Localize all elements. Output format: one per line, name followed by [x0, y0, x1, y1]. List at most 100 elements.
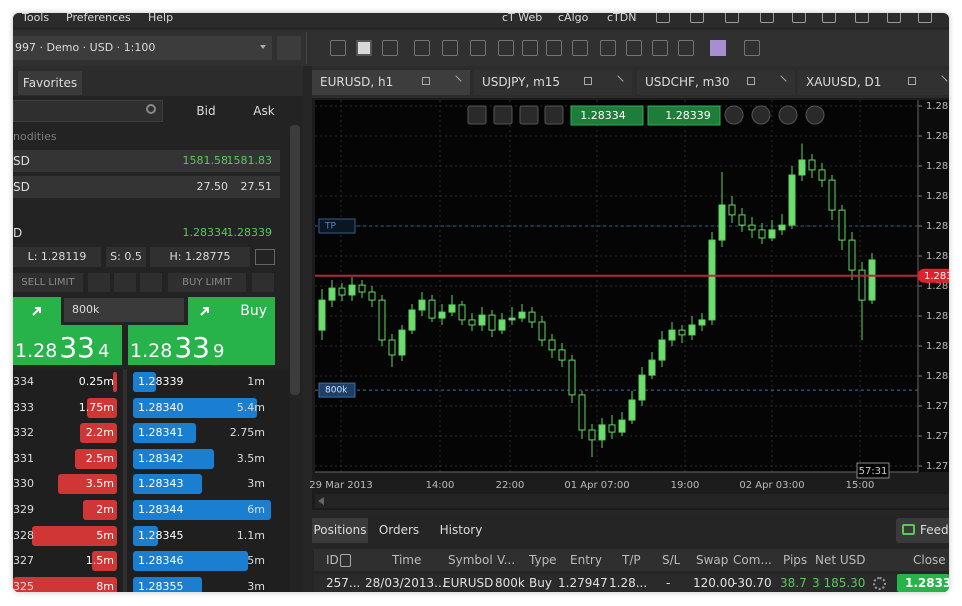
menu-icon[interactable]	[690, 13, 704, 23]
chart-tab[interactable]: USDJPY, m15	[474, 70, 632, 95]
id-sort-icon	[340, 554, 351, 567]
close-position-button[interactable]	[897, 574, 949, 592]
tool-button[interactable]	[678, 40, 694, 56]
tool-button[interactable]	[600, 40, 616, 56]
candle-body	[828, 179, 836, 211]
candle-body	[338, 287, 346, 296]
tool-button[interactable]	[652, 40, 668, 56]
chart-tab[interactable]: USDCHF, m30	[637, 70, 795, 95]
menu-link[interactable]: cAlgo	[558, 13, 589, 24]
y-tick-label: 1.28	[926, 371, 948, 382]
icon	[200, 307, 209, 316]
tool-button[interactable]	[744, 40, 760, 56]
candle-body	[718, 204, 726, 241]
candle-body	[408, 309, 416, 331]
chart-tool[interactable]	[751, 105, 771, 125]
ask-bar	[133, 474, 202, 495]
tool-button[interactable]	[356, 40, 372, 56]
quick-trade-button[interactable]	[647, 105, 721, 126]
quick-trade-button[interactable]	[570, 105, 644, 126]
chart-tool[interactable]	[544, 105, 564, 125]
menu-icon[interactable]	[760, 13, 774, 23]
candle-body	[388, 339, 396, 356]
watchlist-tab[interactable]: Favorites	[18, 71, 82, 95]
buy-arrow	[188, 297, 222, 325]
column-header: Swap	[696, 553, 729, 567]
menu-icon[interactable]	[792, 13, 806, 23]
candle-body	[478, 314, 486, 326]
tool-button[interactable]	[710, 40, 726, 56]
symbol-row[interactable]	[13, 150, 280, 172]
menu-link[interactable]: cTDN	[607, 13, 637, 24]
tool-button[interactable]	[414, 40, 430, 56]
chart-tool[interactable]	[724, 105, 744, 125]
tool-button[interactable]	[330, 40, 346, 56]
price-part: 9	[212, 341, 225, 362]
price-button[interactable]: 1.28 33 4	[13, 325, 122, 365]
price-part: 1.28	[15, 340, 58, 362]
table-cell: Buy	[529, 576, 552, 590]
menu-icon[interactable]	[822, 13, 836, 23]
menu-icon[interactable]	[725, 13, 739, 23]
tool-button[interactable]	[442, 40, 458, 56]
menu-icon[interactable]	[918, 13, 932, 23]
candle-body	[358, 284, 366, 293]
column-header: Net USD	[815, 553, 866, 567]
chart-tool[interactable]	[778, 105, 798, 125]
menu-item[interactable]: Help	[148, 13, 174, 24]
tab-icon	[422, 77, 430, 85]
table-cell: 1.27947	[558, 576, 608, 590]
tool-button[interactable]	[546, 40, 562, 56]
chart-tool[interactable]	[519, 105, 539, 125]
order-icon[interactable]	[114, 273, 136, 292]
sell-button[interactable]	[13, 297, 61, 325]
chart-tool[interactable]	[805, 105, 825, 125]
tool-button[interactable]	[470, 40, 486, 56]
column-header: Ask	[253, 104, 275, 118]
positions-tab[interactable]: Orders	[378, 523, 420, 537]
bid-price: 334	[13, 375, 34, 388]
positions-tab[interactable]: Positions	[312, 518, 368, 543]
tool-button[interactable]	[382, 40, 398, 56]
settings-icon[interactable]	[873, 577, 886, 590]
menu-item[interactable]: Tools	[22, 13, 50, 24]
column-header: Type	[529, 553, 557, 567]
tool-button[interactable]	[498, 40, 514, 56]
menu-link[interactable]: cT Web	[502, 13, 543, 24]
chart-tool[interactable]	[467, 105, 487, 125]
menu-icon[interactable]	[656, 13, 670, 23]
search-box[interactable]	[13, 100, 163, 122]
chart-tab[interactable]: XAUUSD, D1	[798, 70, 949, 95]
symbol-row[interactable]	[13, 176, 280, 198]
tool-button[interactable]	[572, 40, 588, 56]
order-icon[interactable]	[140, 273, 162, 292]
chart-tab[interactable]: EURUSD, h1	[312, 70, 470, 95]
order-icon[interactable]	[252, 273, 274, 292]
candle-body	[658, 339, 666, 361]
menu-icon[interactable]	[887, 13, 901, 23]
buy-button[interactable]: Buy	[220, 297, 275, 325]
volume-selector[interactable]: 800k	[64, 298, 184, 322]
menu-item[interactable]: Preferences	[66, 13, 131, 24]
buy-limit-button[interactable]: BUY LIMIT	[168, 273, 246, 292]
column-header: Pips	[783, 553, 808, 567]
bid-volume: 5m	[96, 528, 114, 542]
ask-price: 1.28343	[138, 477, 184, 491]
symbol-ask: 27.51	[240, 180, 273, 193]
menu-icon[interactable]	[855, 13, 869, 23]
candle-body	[708, 239, 716, 321]
account-button[interactable]	[277, 36, 301, 60]
sell-limit-button[interactable]: SELL LIMIT	[13, 273, 83, 292]
table-cell: 28/03/2013...	[365, 576, 446, 590]
bid-price: 327	[13, 554, 34, 568]
order-icon[interactable]	[88, 273, 110, 292]
chart-tool[interactable]	[493, 105, 513, 125]
positions-tab[interactable]: History	[439, 523, 483, 537]
y-tick-label: 1.27	[926, 461, 948, 472]
candle-body	[648, 359, 656, 376]
tool-button[interactable]	[522, 40, 538, 56]
tool-button[interactable]	[626, 40, 642, 56]
account-selector[interactable]: 997 · Demo · USD · 1:100	[13, 36, 272, 60]
feed-button[interactable]: Feed	[896, 518, 949, 543]
price-button[interactable]: 1.28 33 9	[128, 325, 275, 365]
